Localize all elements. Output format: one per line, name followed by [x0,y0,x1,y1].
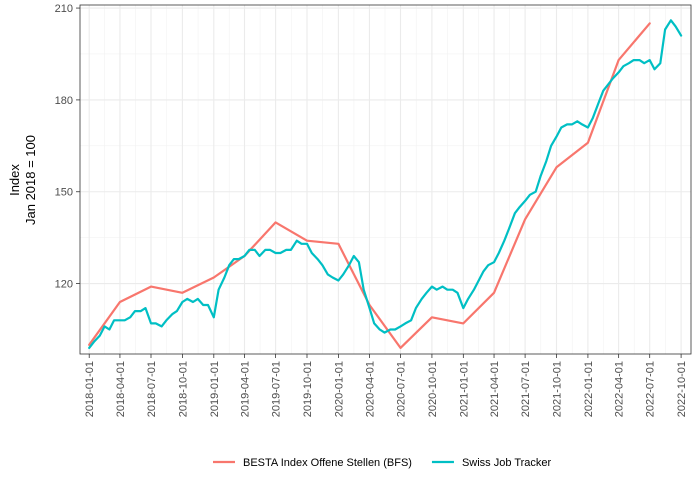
y-axis: 120 150 180 210 [55,3,80,291]
x-tick-label: 2018-04-01 [115,361,127,417]
y-tick-label: 180 [55,95,73,107]
y-axis-title: Index Jan 2018 = 100 [7,135,38,225]
x-tick-label: 2022-01-01 [583,361,595,417]
y-axis-title-line1: Index [7,164,22,196]
y-tick-label: 210 [55,3,73,15]
legend-label-0: BESTA Index Offene Stellen (BFS) [243,457,412,469]
series-line-1 [88,19,683,349]
x-tick-label: 2021-04-01 [489,361,501,417]
x-tick-label: 2022-10-01 [676,361,688,417]
x-tick-label: 2018-01-01 [84,361,96,417]
x-tick-label: 2019-10-01 [302,361,314,417]
y-tick-label: 150 [55,187,73,199]
x-tick-label: 2019-01-01 [209,361,221,417]
x-tick-label: 2021-01-01 [458,361,470,417]
x-tick-label: 2018-07-01 [146,361,158,417]
legend-label-1: Swiss Job Tracker [462,457,552,469]
legend: BESTA Index Offene Stellen (BFS) Swiss Jo… [213,457,552,469]
x-tick-label: 2018-10-01 [177,361,189,417]
x-tick-label: 2019-07-01 [271,361,283,417]
x-tick-label: 2021-10-01 [552,361,564,417]
x-tick-label: 2019-04-01 [240,361,252,417]
x-tick-label: 2022-04-01 [614,361,626,417]
x-tick-label: 2020-04-01 [364,361,376,417]
x-tick-label: 2021-07-01 [520,361,532,417]
x-axis: 2018-01-01 2018-04-01 2018-07-01 2018-10-01… [84,354,688,417]
series-layer [88,19,683,349]
y-tick-label: 120 [55,279,73,291]
plot-panel-border [79,4,692,355]
y-axis-title-line2: Jan 2018 = 100 [23,135,38,225]
gridlines [80,5,691,354]
x-tick-label: 2022-07-01 [645,361,657,417]
x-tick-label: 2020-10-01 [427,361,439,417]
x-tick-label: 2020-01-01 [333,361,345,417]
x-tick-label: 2020-07-01 [396,361,408,417]
